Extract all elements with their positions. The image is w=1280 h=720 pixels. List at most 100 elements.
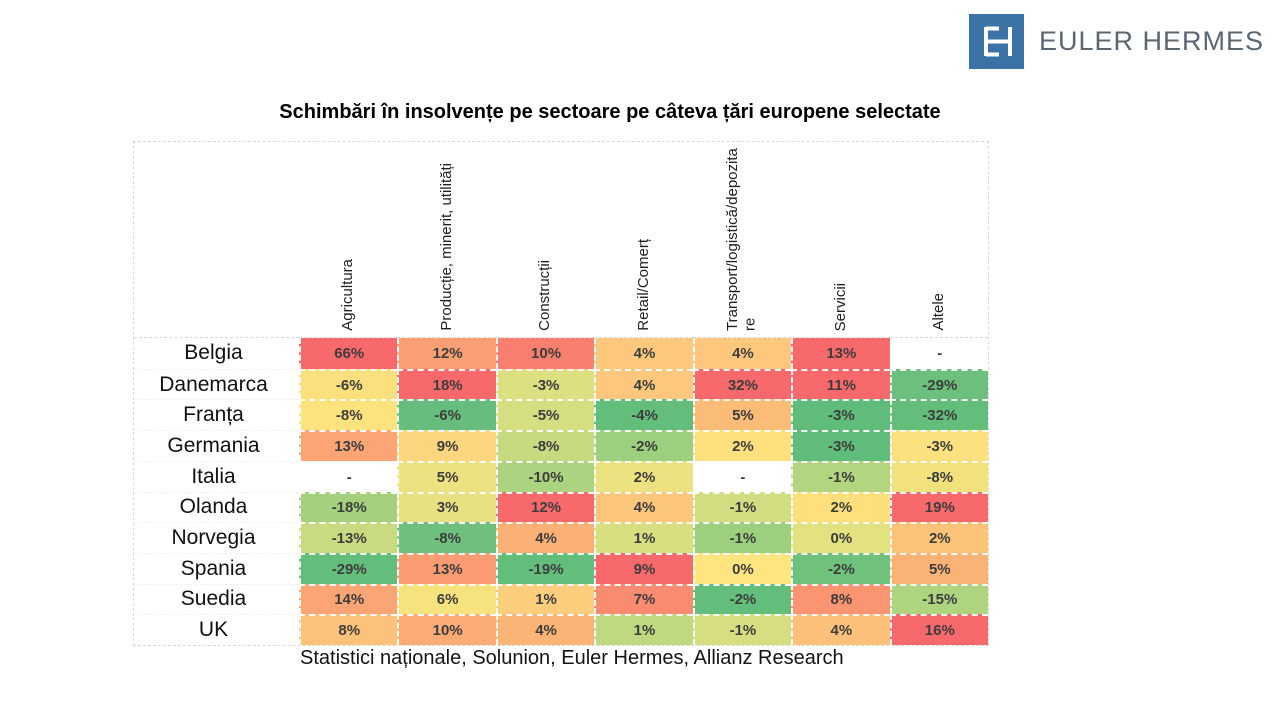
heatmap-cell: 2% bbox=[692, 430, 792, 461]
chart-title: Schimbări în insolvențe pe sectoare pe c… bbox=[279, 101, 941, 123]
column-header-1: Agricultura bbox=[299, 142, 398, 338]
column-header-2: Producție, minerit, utilități bbox=[397, 142, 496, 338]
column-header-4: Retail/Comerț bbox=[594, 142, 693, 338]
heatmap-cell: -3% bbox=[791, 399, 890, 431]
heatmap-cell: -1% bbox=[791, 460, 890, 492]
heatmap-cell: 1% bbox=[594, 522, 693, 553]
heatmap-cell: -8% bbox=[397, 522, 496, 553]
heatmap-cell: 18% bbox=[397, 368, 496, 400]
heatmap-cell: 4% bbox=[692, 338, 792, 369]
heatmap-cell: -6% bbox=[397, 399, 496, 431]
heatmap-cell: 5% bbox=[692, 399, 792, 431]
heatmap-cell: 19% bbox=[889, 491, 988, 523]
heatmap-cell: 5% bbox=[889, 552, 988, 584]
heatmap-cell: 13% bbox=[397, 552, 496, 584]
heatmap-cell: 4% bbox=[594, 338, 693, 369]
heatmap-cell: - bbox=[692, 460, 792, 492]
column-header-label: Servicii bbox=[831, 282, 849, 331]
heatmap-cell: 8% bbox=[299, 614, 398, 645]
column-header-label: Producție, minerit, utilități bbox=[437, 163, 455, 331]
heatmap-cell: - bbox=[889, 338, 988, 369]
heatmap-cell: -8% bbox=[889, 460, 988, 492]
heatmap-cell: 12% bbox=[495, 491, 595, 523]
heatmap-cell: 1% bbox=[594, 614, 693, 645]
heatmap-cell: 1% bbox=[495, 583, 595, 615]
heatmap-cell: 7% bbox=[594, 583, 693, 615]
column-header-5: Transport/logistică/depozitare bbox=[692, 142, 792, 338]
heatmap-cell: - bbox=[299, 460, 398, 492]
heatmap-cell: -10% bbox=[495, 460, 595, 492]
column-header-label: Construcții bbox=[536, 260, 554, 331]
row-label-uk: UK bbox=[134, 614, 299, 645]
heatmap-cell: -19% bbox=[495, 552, 595, 584]
heatmap: Agricultura Producție, minerit, utilități… bbox=[133, 141, 989, 646]
heatmap-cell: -3% bbox=[495, 368, 595, 400]
row-label-germania: Germania bbox=[134, 430, 299, 461]
heatmap-cell: 13% bbox=[791, 338, 890, 369]
heatmap-cell: 66% bbox=[299, 338, 398, 369]
heatmap-cell: 8% bbox=[791, 583, 890, 615]
heatmap-cell: -32% bbox=[889, 399, 988, 431]
row-label-spania: Spania bbox=[134, 552, 299, 584]
heatmap-cell: -6% bbox=[299, 368, 398, 400]
heatmap-cell: 13% bbox=[299, 430, 398, 461]
heatmap-cell: -1% bbox=[692, 491, 792, 523]
column-header-label: Agricultura bbox=[339, 259, 357, 331]
heatmap-cell: 10% bbox=[495, 338, 595, 369]
heatmap-cell: 0% bbox=[692, 552, 792, 584]
heatmap-cell: 32% bbox=[692, 368, 792, 400]
eh-monogram-icon bbox=[968, 14, 1024, 69]
heatmap-cell: -3% bbox=[791, 430, 890, 461]
heatmap-cell: -1% bbox=[692, 522, 792, 553]
heatmap-cell: 0% bbox=[791, 522, 890, 553]
heatmap-cell: -8% bbox=[495, 430, 595, 461]
heatmap-cell: -29% bbox=[299, 552, 398, 584]
heatmap-cell: 4% bbox=[791, 614, 890, 645]
heatmap-cell: -2% bbox=[692, 583, 792, 615]
heatmap-cell: -3% bbox=[889, 430, 988, 461]
heatmap-cell: 10% bbox=[397, 614, 496, 645]
heatmap-cell: 2% bbox=[889, 522, 988, 553]
heatmap-cell: 4% bbox=[495, 522, 595, 553]
heatmap-cell: -29% bbox=[889, 368, 988, 400]
column-header-label: Altele bbox=[929, 293, 947, 331]
heatmap-cell: 16% bbox=[889, 614, 988, 645]
heatmap-cell: 11% bbox=[791, 368, 890, 400]
heatmap-cell: 3% bbox=[397, 491, 496, 523]
column-header-label: Retail/Comerț bbox=[634, 239, 652, 331]
row-label-norvegia: Norvegia bbox=[134, 522, 299, 553]
column-header-7: Altele bbox=[889, 142, 988, 338]
row-label-suedia: Suedia bbox=[134, 583, 299, 615]
heatmap-cell: -8% bbox=[299, 399, 398, 431]
row-label-olanda: Olanda bbox=[134, 491, 299, 523]
heatmap-cell: 14% bbox=[299, 583, 398, 615]
row-label-franța: Franța bbox=[134, 399, 299, 430]
heatmap-cell: -2% bbox=[594, 430, 693, 461]
row-label-belgia: Belgia bbox=[184, 341, 243, 365]
heatmap-cell: 5% bbox=[397, 460, 496, 492]
heatmap-cell: -18% bbox=[299, 491, 398, 523]
brand-name: EULER HERMES bbox=[1038, 26, 1264, 56]
heatmap-cell: -2% bbox=[791, 552, 890, 584]
source-text: Statistici naționale, Solunion, Euler He… bbox=[300, 647, 844, 669]
heatmap-cell: 9% bbox=[397, 430, 496, 461]
heatmap-cell: 9% bbox=[594, 552, 693, 584]
heatmap-corner bbox=[134, 142, 299, 338]
column-header-3: Construcții bbox=[495, 142, 595, 338]
heatmap-cell: 12% bbox=[397, 338, 496, 369]
heatmap-cell: 4% bbox=[594, 368, 693, 400]
heatmap-cell: 4% bbox=[495, 614, 595, 645]
column-header-label: Transport/logistică/depozitare bbox=[724, 148, 759, 331]
heatmap-cell: 4% bbox=[594, 491, 693, 523]
heatmap-cell: -1% bbox=[692, 614, 792, 645]
row-label-danemarca: Danemarca bbox=[134, 368, 299, 400]
column-header-6: Servicii bbox=[791, 142, 890, 338]
heatmap-cell: -13% bbox=[299, 522, 398, 553]
heatmap-cell: 2% bbox=[791, 491, 890, 523]
heatmap-cell: -4% bbox=[594, 399, 693, 431]
heatmap-cell: 2% bbox=[594, 460, 693, 492]
row-label-italia: Italia bbox=[134, 460, 299, 492]
heatmap-cell: -15% bbox=[889, 583, 988, 615]
heatmap-cell: -5% bbox=[495, 399, 595, 431]
